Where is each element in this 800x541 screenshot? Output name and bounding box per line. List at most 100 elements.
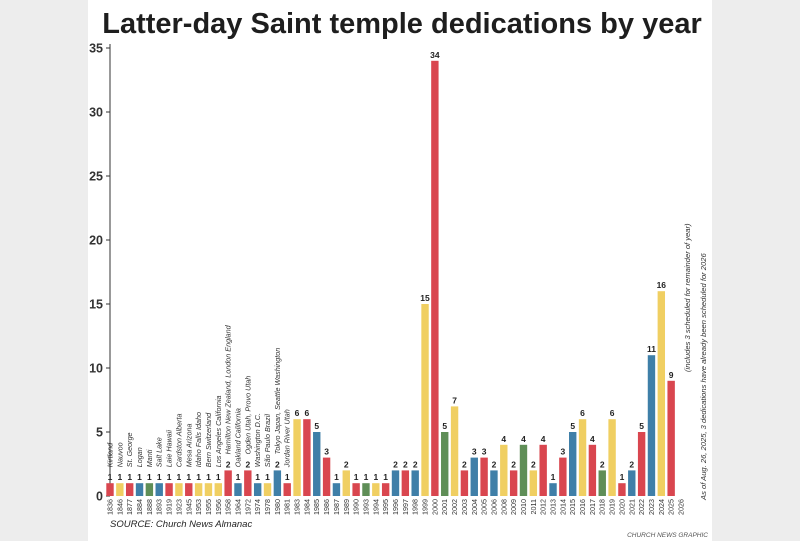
temple-name-label: Idaho Falls Idaho [194,412,203,467]
bar-value-label: 4 [501,434,506,444]
bar-value-label: 1 [186,472,191,482]
bar-value-label: 1 [147,472,152,482]
source-note: SOURCE: Church News Almanac [110,519,252,530]
bar-value-label: 1 [206,472,211,482]
x-tick-label: 1983 [293,499,302,515]
y-tick-label: 25 [89,170,103,184]
x-tick-label: 2016 [578,499,587,515]
bar-1893 [155,483,163,496]
bar-1997 [401,470,410,496]
annotation-2024-note: (includes 3 scheduled for remainder of y… [683,223,692,372]
bar-value-label: 1 [383,472,388,482]
bar-2014 [559,457,567,496]
temple-name-label: Mesa Arizona [184,424,193,468]
x-tick-label: 1984 [302,499,311,515]
temple-name-label: Los Angeles California [214,396,223,468]
chart-title: Latter-day Saint temple dedications by y… [102,8,702,40]
x-tick-label: 1985 [312,499,321,515]
bar-value-label: 6 [305,408,310,418]
bar-1994 [372,483,380,496]
temple-name-label: Ogden Utah, Provo Utah [243,376,252,455]
x-tick-label: 1956 [214,499,223,515]
x-tick-label: 2010 [519,499,528,515]
temple-name-label: Cardston Alberta [174,414,183,468]
bar-value-label: 5 [442,421,447,431]
credit-note: CHURCH NEWS GRAPHIC [627,532,708,539]
temple-name-label: Washington D.C. [253,413,262,467]
temple-name-label: Tokyo Japan, Seattle Washington [273,348,282,455]
x-tick-label: 1923 [174,499,183,515]
temple-name-label: Laie Hawaii [165,430,174,468]
x-tick-label: 2005 [480,499,489,515]
x-tick-label: 1893 [155,499,164,515]
bar-value-label: 2 [275,459,280,469]
bar-value-label: 1 [373,472,378,482]
x-tick-label: 1884 [135,499,144,515]
bar-2004 [470,457,478,496]
bar-value-label: 7 [452,395,457,405]
bar-1953 [194,483,203,496]
temple-name-label: Salt Lake [155,437,164,467]
bar-1888 [145,483,154,496]
x-tick-label: 1972 [243,499,252,515]
x-tick-label: 2021 [627,499,636,515]
x-tick-label: 1987 [332,499,341,515]
x-tick-label: 1996 [391,499,400,515]
bar-value-label: 34 [430,50,440,60]
x-tick-label: 2017 [588,499,597,515]
bar-value-label: 5 [314,421,319,431]
bar-value-label: 15 [420,293,430,303]
bar-value-label: 3 [472,447,477,457]
bar-value-label: 5 [570,421,575,431]
bar-value-label: 1 [196,472,201,482]
bar-2022 [637,432,646,496]
bar-1836 [106,483,114,496]
x-tick-label: 2009 [509,499,518,515]
bar-1985 [313,432,321,496]
x-tick-label: 1964 [233,499,242,515]
bar-value-label: 3 [482,447,487,457]
temple-name-label: Bern Switzerland [204,412,213,467]
bar-1996 [391,470,400,496]
bar-1945 [185,483,193,496]
temple-name-label: Nauvoo [115,442,124,467]
bar-2025 [667,380,675,496]
x-tick-label: 2020 [617,499,626,515]
bar-value-label: 1 [127,472,132,482]
bar-value-label: 2 [492,459,497,469]
bar-2009 [509,470,518,496]
bar-1846 [116,483,124,496]
x-tick-label: 2023 [647,499,656,515]
x-tick-label: 1945 [184,499,193,515]
y-tick-label: 10 [89,362,103,376]
bar-2020 [618,483,626,496]
x-tick-label: 2008 [499,499,508,515]
bar-value-label: 1 [265,472,270,482]
bar-value-label: 1 [108,472,113,482]
x-tick-label: 2011 [529,499,538,514]
bar-value-label: 1 [177,472,182,482]
x-tick-label: 1953 [194,499,203,515]
x-tick-label: 1919 [165,499,174,515]
temple-name-label: Kirtland [106,442,115,467]
bar-1958 [224,470,232,496]
x-tick-label: 1998 [411,499,420,515]
x-tick-label: 1986 [322,499,331,515]
y-tick-label: 0 [96,490,103,504]
bar-2019 [608,419,616,496]
bar-2006 [490,470,498,496]
bar-1981 [283,483,291,496]
bar-2010 [519,444,528,496]
bar-1986 [322,457,331,496]
x-tick-label: 2006 [489,499,498,515]
bar-value-label: 2 [403,459,408,469]
bar-1919 [165,483,173,496]
chart-card: Latter-day Saint temple dedications by y… [88,0,712,541]
x-tick-label: 1888 [145,499,154,515]
x-tick-label: 2019 [608,499,617,515]
temple-name-label: Hamilton New Zealand, London England [224,324,233,454]
bar-value-label: 3 [560,447,565,457]
bar-value-label: 1 [255,472,260,482]
bar-2012 [539,444,547,496]
